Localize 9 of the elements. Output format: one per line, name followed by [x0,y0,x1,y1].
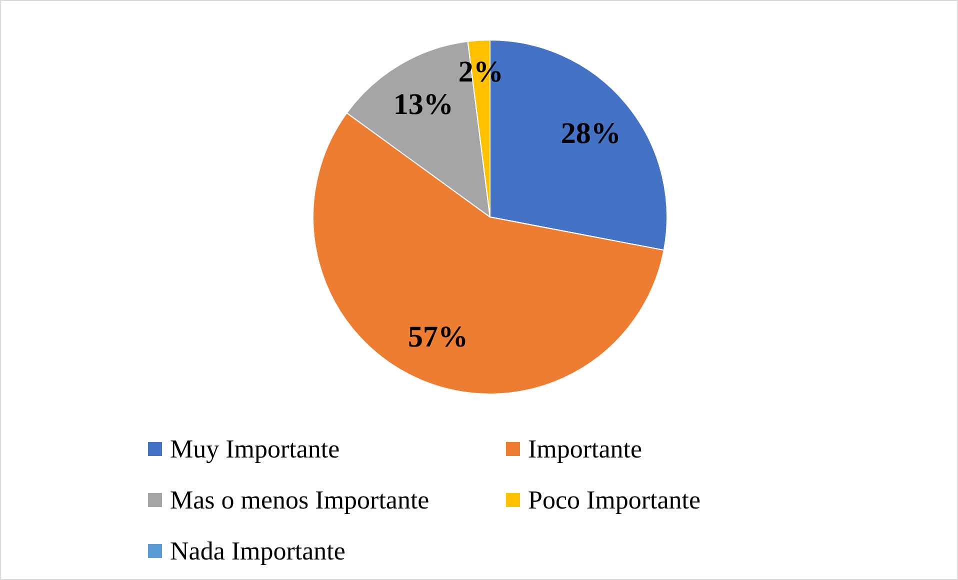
legend-label: Mas o menos Importante [170,486,430,514]
legend-label: Poco Importante [528,486,701,514]
data-label: 2% [458,56,504,89]
data-label: 13% [393,88,454,121]
data-label: 28% [560,117,621,150]
legend-label: Importante [528,434,642,464]
data-label: 57% [408,320,468,354]
legend-label: Muy Importante [170,434,340,464]
legend-label: Nada Importante [170,536,346,566]
